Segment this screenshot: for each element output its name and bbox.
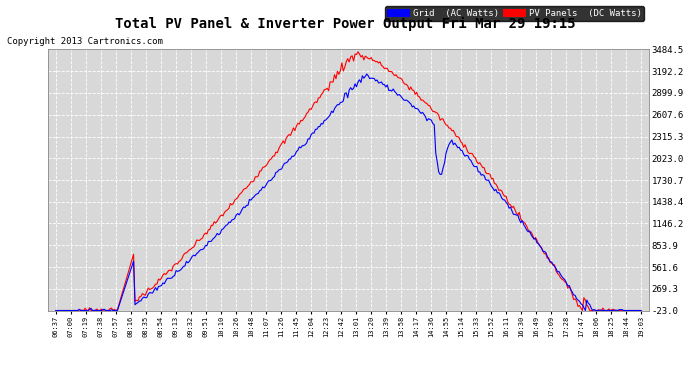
- Text: Copyright 2013 Cartronics.com: Copyright 2013 Cartronics.com: [7, 38, 163, 46]
- Text: Total PV Panel & Inverter Power Output Fri Mar 29 19:15: Total PV Panel & Inverter Power Output F…: [115, 17, 575, 31]
- Legend: Grid  (AC Watts), PV Panels  (DC Watts): Grid (AC Watts), PV Panels (DC Watts): [385, 6, 644, 21]
